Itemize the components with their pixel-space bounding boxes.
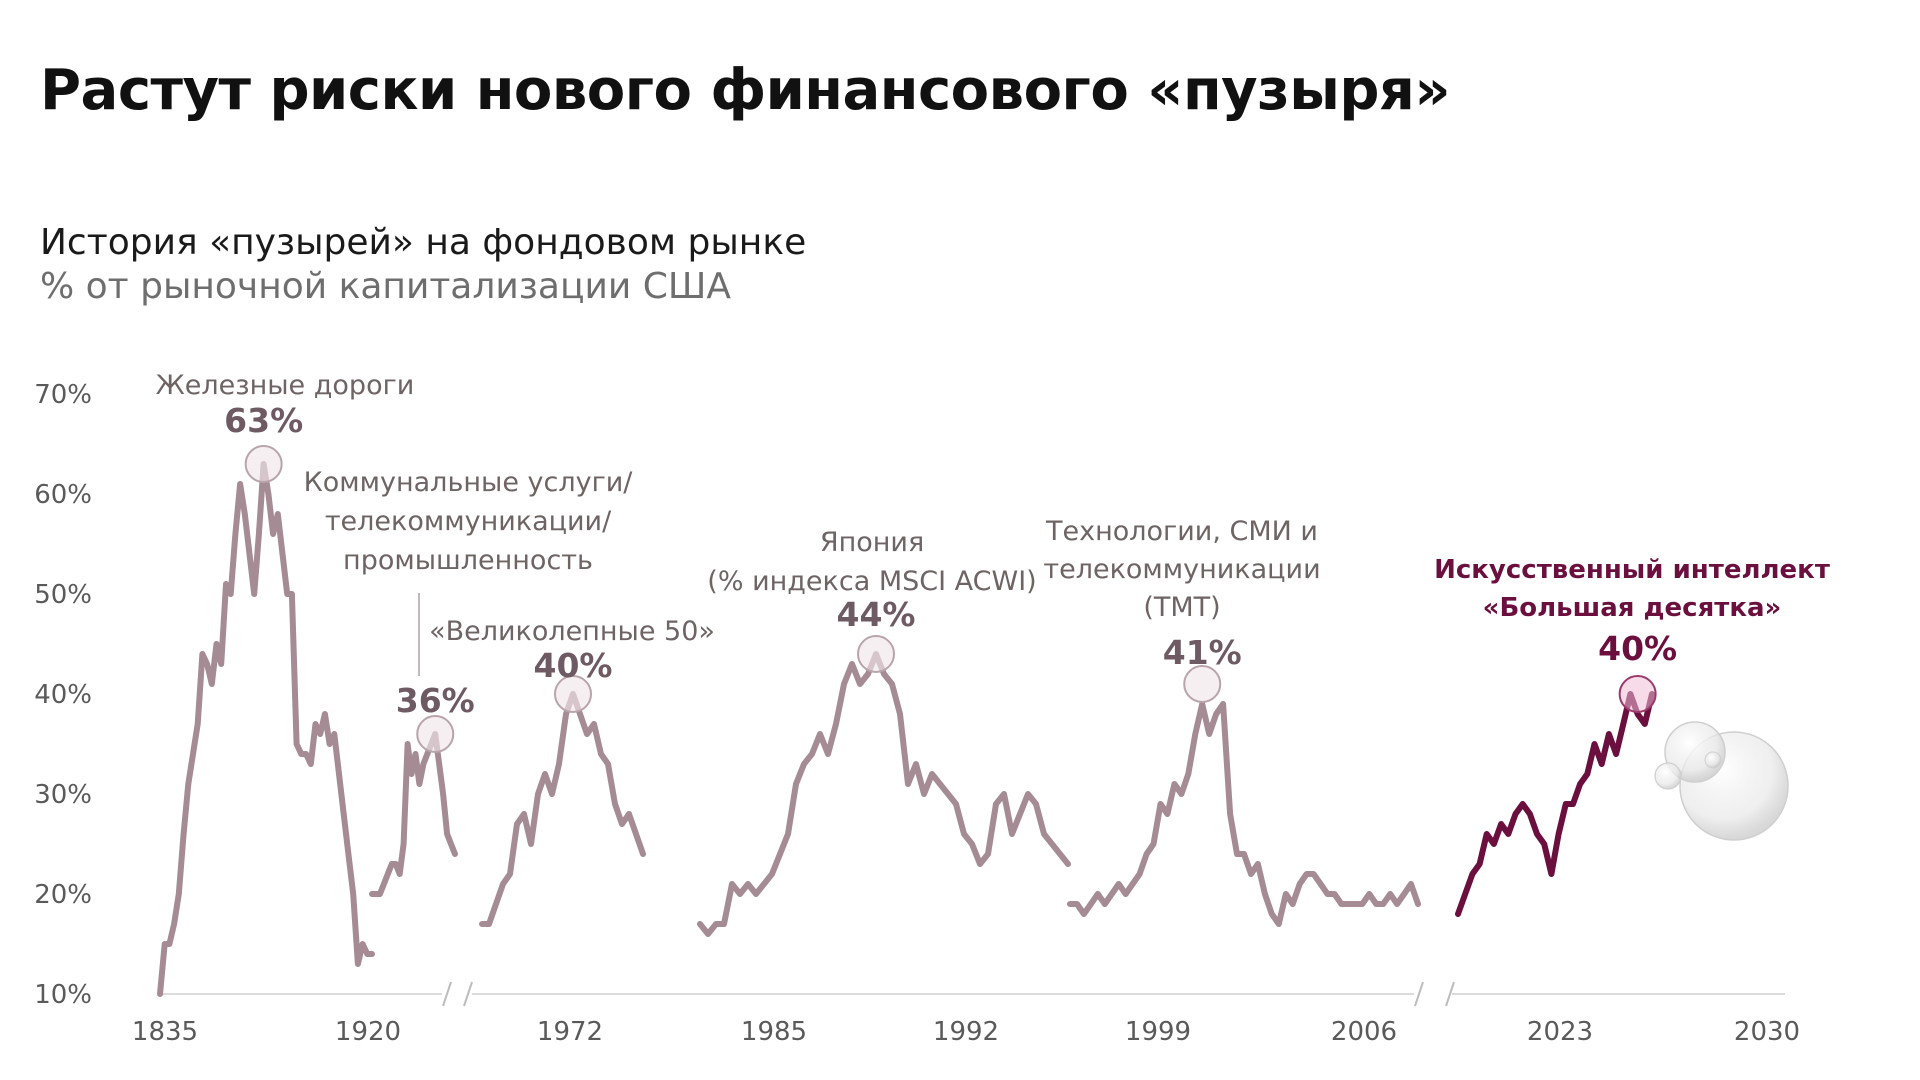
x-tick-label: 1985: [741, 1017, 807, 1047]
y-tick-label: 50%: [34, 580, 92, 610]
page-title: Растут риски нового финансового «пузыря»: [40, 58, 1451, 123]
peak-marker: [554, 675, 592, 713]
x-tick-label: 1835: [132, 1017, 198, 1047]
bubble-small: [1654, 762, 1682, 790]
bubble-tiny: [1704, 751, 1722, 769]
peak-value-label: 36%: [396, 681, 475, 720]
series-label: «Большая десятка»: [1483, 593, 1782, 623]
series-label: (% индекса MSCI ACWI): [707, 566, 1036, 597]
x-tick-label: 2030: [1734, 1017, 1800, 1047]
series-label: Технологии, СМИ и: [1045, 516, 1318, 547]
series-line: [1455, 691, 1655, 917]
axis-break-mark: [1445, 981, 1455, 1007]
series-label: Железные дороги: [156, 370, 415, 401]
peak-value-label: 40%: [534, 646, 613, 685]
series-line: [157, 461, 375, 997]
x-tick-label: 1972: [537, 1017, 603, 1047]
series-label: промышленность: [343, 545, 593, 576]
series-label: Искусственный интеллект: [1434, 555, 1830, 585]
chart-unit: % от рыночной капитализации США: [40, 266, 731, 307]
series-line: [1067, 701, 1421, 927]
peak-value-label: 44%: [837, 595, 916, 634]
x-tick-label: 2023: [1527, 1017, 1593, 1047]
chart-subtitle: История «пузырей» на фондовом рынке: [40, 222, 807, 263]
peak-value-label: 40%: [1598, 629, 1677, 668]
axis-break-mark: [442, 981, 452, 1007]
peak-marker: [1183, 665, 1222, 703]
series-line: [697, 651, 1071, 937]
y-tick-label: 60%: [34, 480, 92, 510]
axis-break-mark: [1414, 981, 1424, 1007]
peak-marker: [244, 445, 283, 483]
y-tick-label: 70%: [34, 380, 92, 410]
peak-marker: [416, 715, 455, 753]
y-tick-label: 10%: [34, 980, 92, 1010]
series-label: «Великолепные 50»: [429, 616, 715, 647]
peak-marker: [857, 635, 895, 673]
series-line: [369, 731, 458, 897]
x-tick-label: 1920: [335, 1017, 401, 1047]
bubbles-decoration: [1654, 721, 1789, 841]
y-tick-label: 30%: [34, 780, 92, 810]
x-tick-label: 1992: [933, 1017, 999, 1047]
series-line: [479, 691, 646, 927]
x-tick-label: 1999: [1125, 1017, 1191, 1047]
axis-break-mark: [463, 981, 473, 1007]
x-tick-label: 2006: [1331, 1017, 1397, 1047]
series-label: Коммунальные услуги/: [304, 467, 634, 498]
y-tick-label: 20%: [34, 880, 92, 910]
peak-value-label: 41%: [1163, 633, 1242, 672]
series-label: Япония: [820, 527, 924, 558]
peak-value-label: 63%: [224, 401, 303, 440]
series-label: телекоммуникации: [1043, 554, 1320, 585]
y-tick-label: 40%: [34, 680, 92, 710]
peak-marker: [1618, 675, 1657, 713]
series-label: телекоммуникации/: [325, 506, 612, 537]
series-label: (ТМТ): [1143, 592, 1220, 623]
